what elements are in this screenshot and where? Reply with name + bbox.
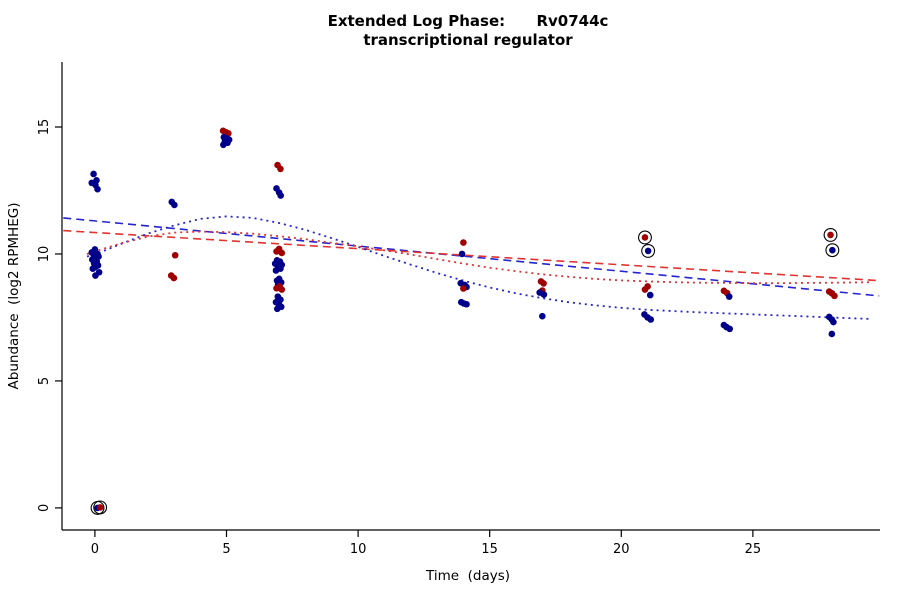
data-point-blue [171, 201, 178, 209]
x-tick-label: 15 [481, 542, 498, 557]
data-point-blue [92, 272, 99, 279]
data-point-blue [89, 265, 97, 273]
data-point-blue [273, 305, 281, 313]
data-point-red [827, 231, 834, 239]
outlier-ring [825, 243, 840, 258]
data-point-blue [220, 141, 227, 149]
data-point-blue [644, 247, 652, 255]
data-point-red [273, 248, 280, 255]
data-point-red [277, 165, 284, 173]
data-point-red [460, 285, 467, 292]
data-point-blue [726, 325, 734, 333]
curve-red-dotted-smooth-fit [86, 230, 872, 285]
data-point-red [641, 234, 649, 241]
curve-red-dashed-linear-fit [63, 229, 880, 282]
outlier-ring [93, 500, 108, 515]
data-point-red [278, 249, 286, 257]
data-point-blue [458, 250, 466, 258]
data-point-blue [725, 293, 733, 300]
data-point-blue [830, 318, 837, 326]
outlier-ring [638, 230, 652, 245]
data-point-blue [539, 312, 546, 320]
data-point-red [170, 274, 178, 282]
data-point-red [96, 504, 104, 511]
data-point-blue [540, 291, 548, 298]
chart-title-line2: transcriptional regulator [363, 31, 573, 49]
x-tick-label: 10 [350, 542, 367, 557]
data-point-blue [829, 246, 836, 254]
x-tick-label: 25 [745, 542, 762, 557]
x-tick-label: 5 [222, 542, 230, 557]
data-point-red [540, 280, 547, 287]
y-tick-label: 10 [37, 246, 52, 263]
data-point-blue [90, 170, 97, 178]
y-tick-label: 15 [37, 119, 52, 136]
outlier-ring [823, 227, 838, 242]
data-point-red [225, 130, 232, 137]
data-point-red [278, 286, 286, 293]
data-point-blue [94, 185, 101, 193]
x-axis-label: Time (days) [425, 568, 511, 584]
data-point-blue [463, 300, 470, 308]
y-axis-label: Abundance (log2 RPMHEG) [6, 202, 22, 390]
data-point-red [273, 284, 280, 292]
chart-title-line1: Extended Log Phase: Rv0744c [327, 12, 609, 30]
y-tick-label: 5 [37, 377, 52, 385]
data-point-red [460, 239, 467, 246]
data-point-blue [647, 316, 655, 323]
data-point-blue [272, 267, 280, 274]
curve-blue-dashed-linear-fit [63, 217, 880, 297]
data-point-blue [646, 291, 654, 299]
y-tick-label: 0 [37, 504, 52, 512]
outlier-ring [641, 243, 656, 258]
data-point-red [831, 292, 838, 300]
x-tick-label: 20 [613, 542, 630, 557]
data-point-blue [277, 192, 285, 199]
data-point-red [641, 286, 649, 293]
x-tick-label: 0 [91, 542, 99, 557]
data-point-red [171, 251, 179, 259]
data-point-blue [828, 330, 836, 338]
